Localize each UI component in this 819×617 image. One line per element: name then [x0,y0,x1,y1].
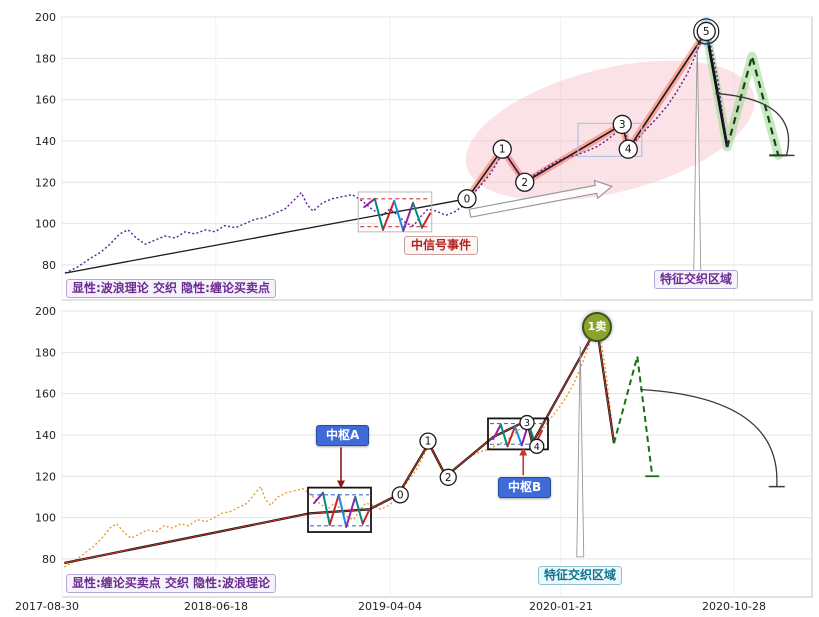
bottom-feature-region-label: 特征交织区域 [538,566,623,585]
svg-text:3: 3 [619,119,626,131]
wave-marker [519,414,535,431]
svg-text:4: 4 [625,144,632,156]
svg-text:80: 80 [42,553,56,566]
svg-text:5: 5 [703,26,710,38]
top-feature-region-label: 特征交织区域 [654,270,739,289]
x-tick-label-1: 2018-06-18 [184,600,248,613]
wave-marker [515,172,535,192]
wave-marker [612,114,632,135]
wave-marker [439,468,457,486]
svg-text:140: 140 [35,429,56,442]
svg-text:3: 3 [524,418,530,429]
wave-marker [492,139,512,159]
x-tick-label-2: 2019-04-04 [358,600,422,613]
svg-text:120: 120 [35,470,56,483]
pivot-a-badge: 中枢A [316,425,370,446]
trend-block-arrow [468,179,614,218]
top-explicit-mode-label: 显性:波浪理论 交织 隐性:缠论买卖点 [66,279,276,298]
svg-text:200: 200 [35,305,56,318]
svg-text:100: 100 [35,218,56,231]
wave-line [726,55,780,156]
svg-text:140: 140 [35,135,56,148]
bottom-panel: 80 100 120 140 160 180 200 0 1 2 3 4 [35,305,813,598]
wave-marker [457,189,477,209]
wave-line [613,355,654,477]
svg-text:160: 160 [35,388,56,401]
svg-text:2: 2 [445,472,452,484]
pivot-b-badge: 中枢B [498,477,552,498]
top-panel: 80 100 120 140 160 180 200 0 1 2 3 4 5 [35,11,813,301]
svg-text:200: 200 [35,11,56,24]
svg-text:180: 180 [35,346,56,359]
svg-text:2: 2 [521,177,528,189]
pivot-box [307,486,372,533]
x-tick-label-3: 2020-01-21 [529,600,593,613]
svg-text:1: 1 [499,144,506,156]
callout-spike [576,346,585,558]
pivot-box [357,191,433,233]
svg-text:160: 160 [35,94,56,107]
wave-marker [391,486,409,504]
svg-text:1: 1 [425,436,432,448]
svg-text:4: 4 [534,442,540,453]
bottom-explicit-mode-label: 显性:缠论买卖点 交织 隐性:波浪理论 [66,574,276,593]
mid-signal-event-label: 中信号事件 [404,236,479,255]
wave-marker [696,21,716,42]
wave-line [64,198,468,274]
projection-arc [715,92,790,156]
projection-arc [640,388,778,487]
pivot-pointer-arrow [519,447,528,456]
svg-text:120: 120 [35,176,56,189]
svg-text:180: 180 [35,52,56,65]
svg-text:0: 0 [464,193,471,205]
x-tick-label-4: 2020-10-28 [702,600,766,613]
svg-text:100: 100 [35,512,56,525]
wave-marker [419,432,437,450]
wave-marker [618,139,638,159]
svg-text:0: 0 [397,489,404,501]
pivot-pointer-arrow [337,480,345,489]
wave-marker [529,438,545,454]
svg-text:80: 80 [42,259,56,272]
pivot-box [577,122,643,158]
pivot-box [487,417,549,451]
x-tick-label-0: 2017-08-30 [15,600,79,613]
sell-point-marker: 1卖 [582,312,612,342]
